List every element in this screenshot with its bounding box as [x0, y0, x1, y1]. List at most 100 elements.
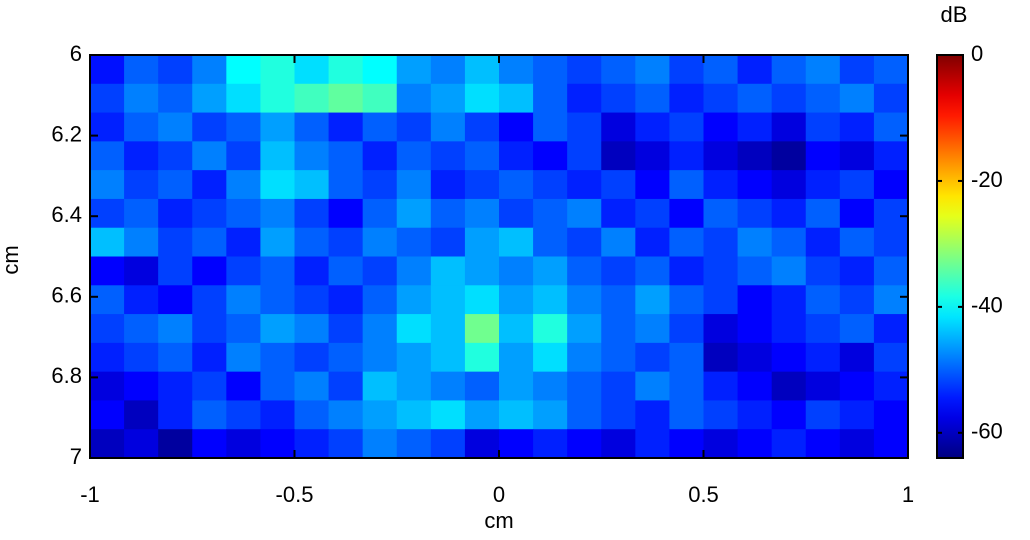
heatmap-cell	[703, 227, 739, 257]
heatmap-cell	[703, 285, 739, 315]
heatmap-cell	[192, 83, 227, 114]
heatmap-cell	[669, 314, 704, 344]
heatmap-cell	[805, 83, 841, 114]
heatmap-cell	[601, 83, 636, 114]
heatmap-cell	[158, 400, 193, 430]
heatmap-cell	[771, 141, 807, 171]
heatmap-cell	[260, 55, 295, 85]
heatmap-cell	[805, 141, 841, 171]
heatmap-cell	[90, 198, 125, 229]
heatmap-cell	[328, 400, 364, 430]
heatmap-cell	[499, 227, 534, 257]
heatmap-cell	[737, 285, 773, 315]
heatmap-cell	[873, 55, 909, 85]
heatmap-cell	[873, 83, 909, 114]
heatmap-cell	[362, 170, 398, 200]
heatmap-cell	[294, 371, 330, 401]
heatmap-cell	[771, 170, 807, 200]
x-axis-label: cm	[484, 508, 513, 533]
heatmap-cell	[430, 170, 466, 200]
heatmap-cell	[635, 256, 670, 286]
heatmap-cell	[703, 371, 739, 401]
heatmap-cell	[90, 400, 125, 430]
y-tick-label: 6.6	[51, 283, 82, 308]
heatmap-cell	[226, 429, 261, 459]
heatmap-cell	[873, 314, 909, 344]
heatmap-cell	[124, 371, 159, 401]
heatmap-cell	[90, 55, 125, 85]
heatmap-cell	[158, 285, 193, 315]
heatmap-cell	[499, 198, 534, 229]
heatmap-cell	[430, 285, 466, 315]
heatmap-cell	[464, 112, 500, 142]
heatmap-cell	[805, 112, 841, 142]
heatmap-cell	[90, 256, 125, 286]
heatmap-cell	[669, 371, 704, 401]
heatmap-cell	[533, 429, 568, 459]
heatmap-cell	[737, 170, 773, 200]
heatmap-cell	[771, 83, 807, 114]
heatmap-cell	[601, 112, 636, 142]
heatmap-cell	[158, 342, 193, 373]
heatmap-cell	[124, 256, 159, 286]
heatmap-cell	[124, 400, 159, 430]
heatmap-cell	[601, 400, 636, 430]
heatmap-cell	[635, 429, 670, 459]
heatmap-cell	[737, 371, 773, 401]
heatmap-cell	[328, 429, 364, 459]
heatmap-cell	[771, 256, 807, 286]
y-tick-label: 6.2	[51, 121, 82, 146]
heatmap-cell	[260, 400, 295, 430]
heatmap-cell	[158, 112, 193, 142]
heatmap-cell	[805, 342, 841, 373]
heatmap-cell	[294, 285, 330, 315]
heatmap-cell	[158, 227, 193, 257]
heatmap-cell	[567, 112, 602, 142]
heatmap-cell	[328, 314, 364, 344]
heatmap-cell	[873, 256, 909, 286]
y-axis-label: cm	[0, 245, 23, 274]
heatmap-cell	[873, 342, 909, 373]
heatmap-cell	[703, 55, 739, 85]
heatmap-cell	[635, 314, 670, 344]
heatmap-cell	[737, 198, 773, 229]
x-tick-label: -1	[80, 482, 100, 507]
heatmap-cell	[635, 342, 670, 373]
heatmap-cell	[771, 112, 807, 142]
heatmap-cell	[464, 141, 500, 171]
heatmap-cell	[567, 256, 602, 286]
heatmap-cell	[226, 170, 261, 200]
heatmap-cell	[499, 400, 534, 430]
heatmap-cell	[499, 342, 534, 373]
heatmap-cell	[260, 314, 295, 344]
heatmap-cell	[430, 55, 466, 85]
heatmap-cell	[499, 170, 534, 200]
heatmap-cell	[464, 170, 500, 200]
heatmap-cell	[192, 342, 227, 373]
heatmap-cell	[124, 141, 159, 171]
heatmap-cell	[260, 83, 295, 114]
heatmap-cell	[839, 112, 875, 142]
heatmap-cell	[294, 198, 330, 229]
heatmap-cell	[601, 342, 636, 373]
heatmap-cell	[396, 198, 432, 229]
heatmap-cell	[635, 371, 670, 401]
heatmap-cell	[805, 227, 841, 257]
heatmap-cell	[635, 141, 670, 171]
heatmap-cell	[839, 342, 875, 373]
heatmap-cell	[703, 342, 739, 373]
heatmap-cell	[260, 227, 295, 257]
y-tick-label: 6.4	[51, 202, 82, 227]
heatmap-cell	[703, 429, 739, 459]
heatmap-cell	[669, 83, 704, 114]
heatmap-cell	[192, 112, 227, 142]
heatmap-cell	[499, 285, 534, 315]
colorbar	[936, 54, 964, 459]
heatmap-cell	[771, 314, 807, 344]
heatmap-cell	[737, 314, 773, 344]
heatmap-cell	[737, 83, 773, 114]
heatmap-cell	[771, 429, 807, 459]
heatmap-cell	[396, 112, 432, 142]
heatmap-cell	[260, 285, 295, 315]
